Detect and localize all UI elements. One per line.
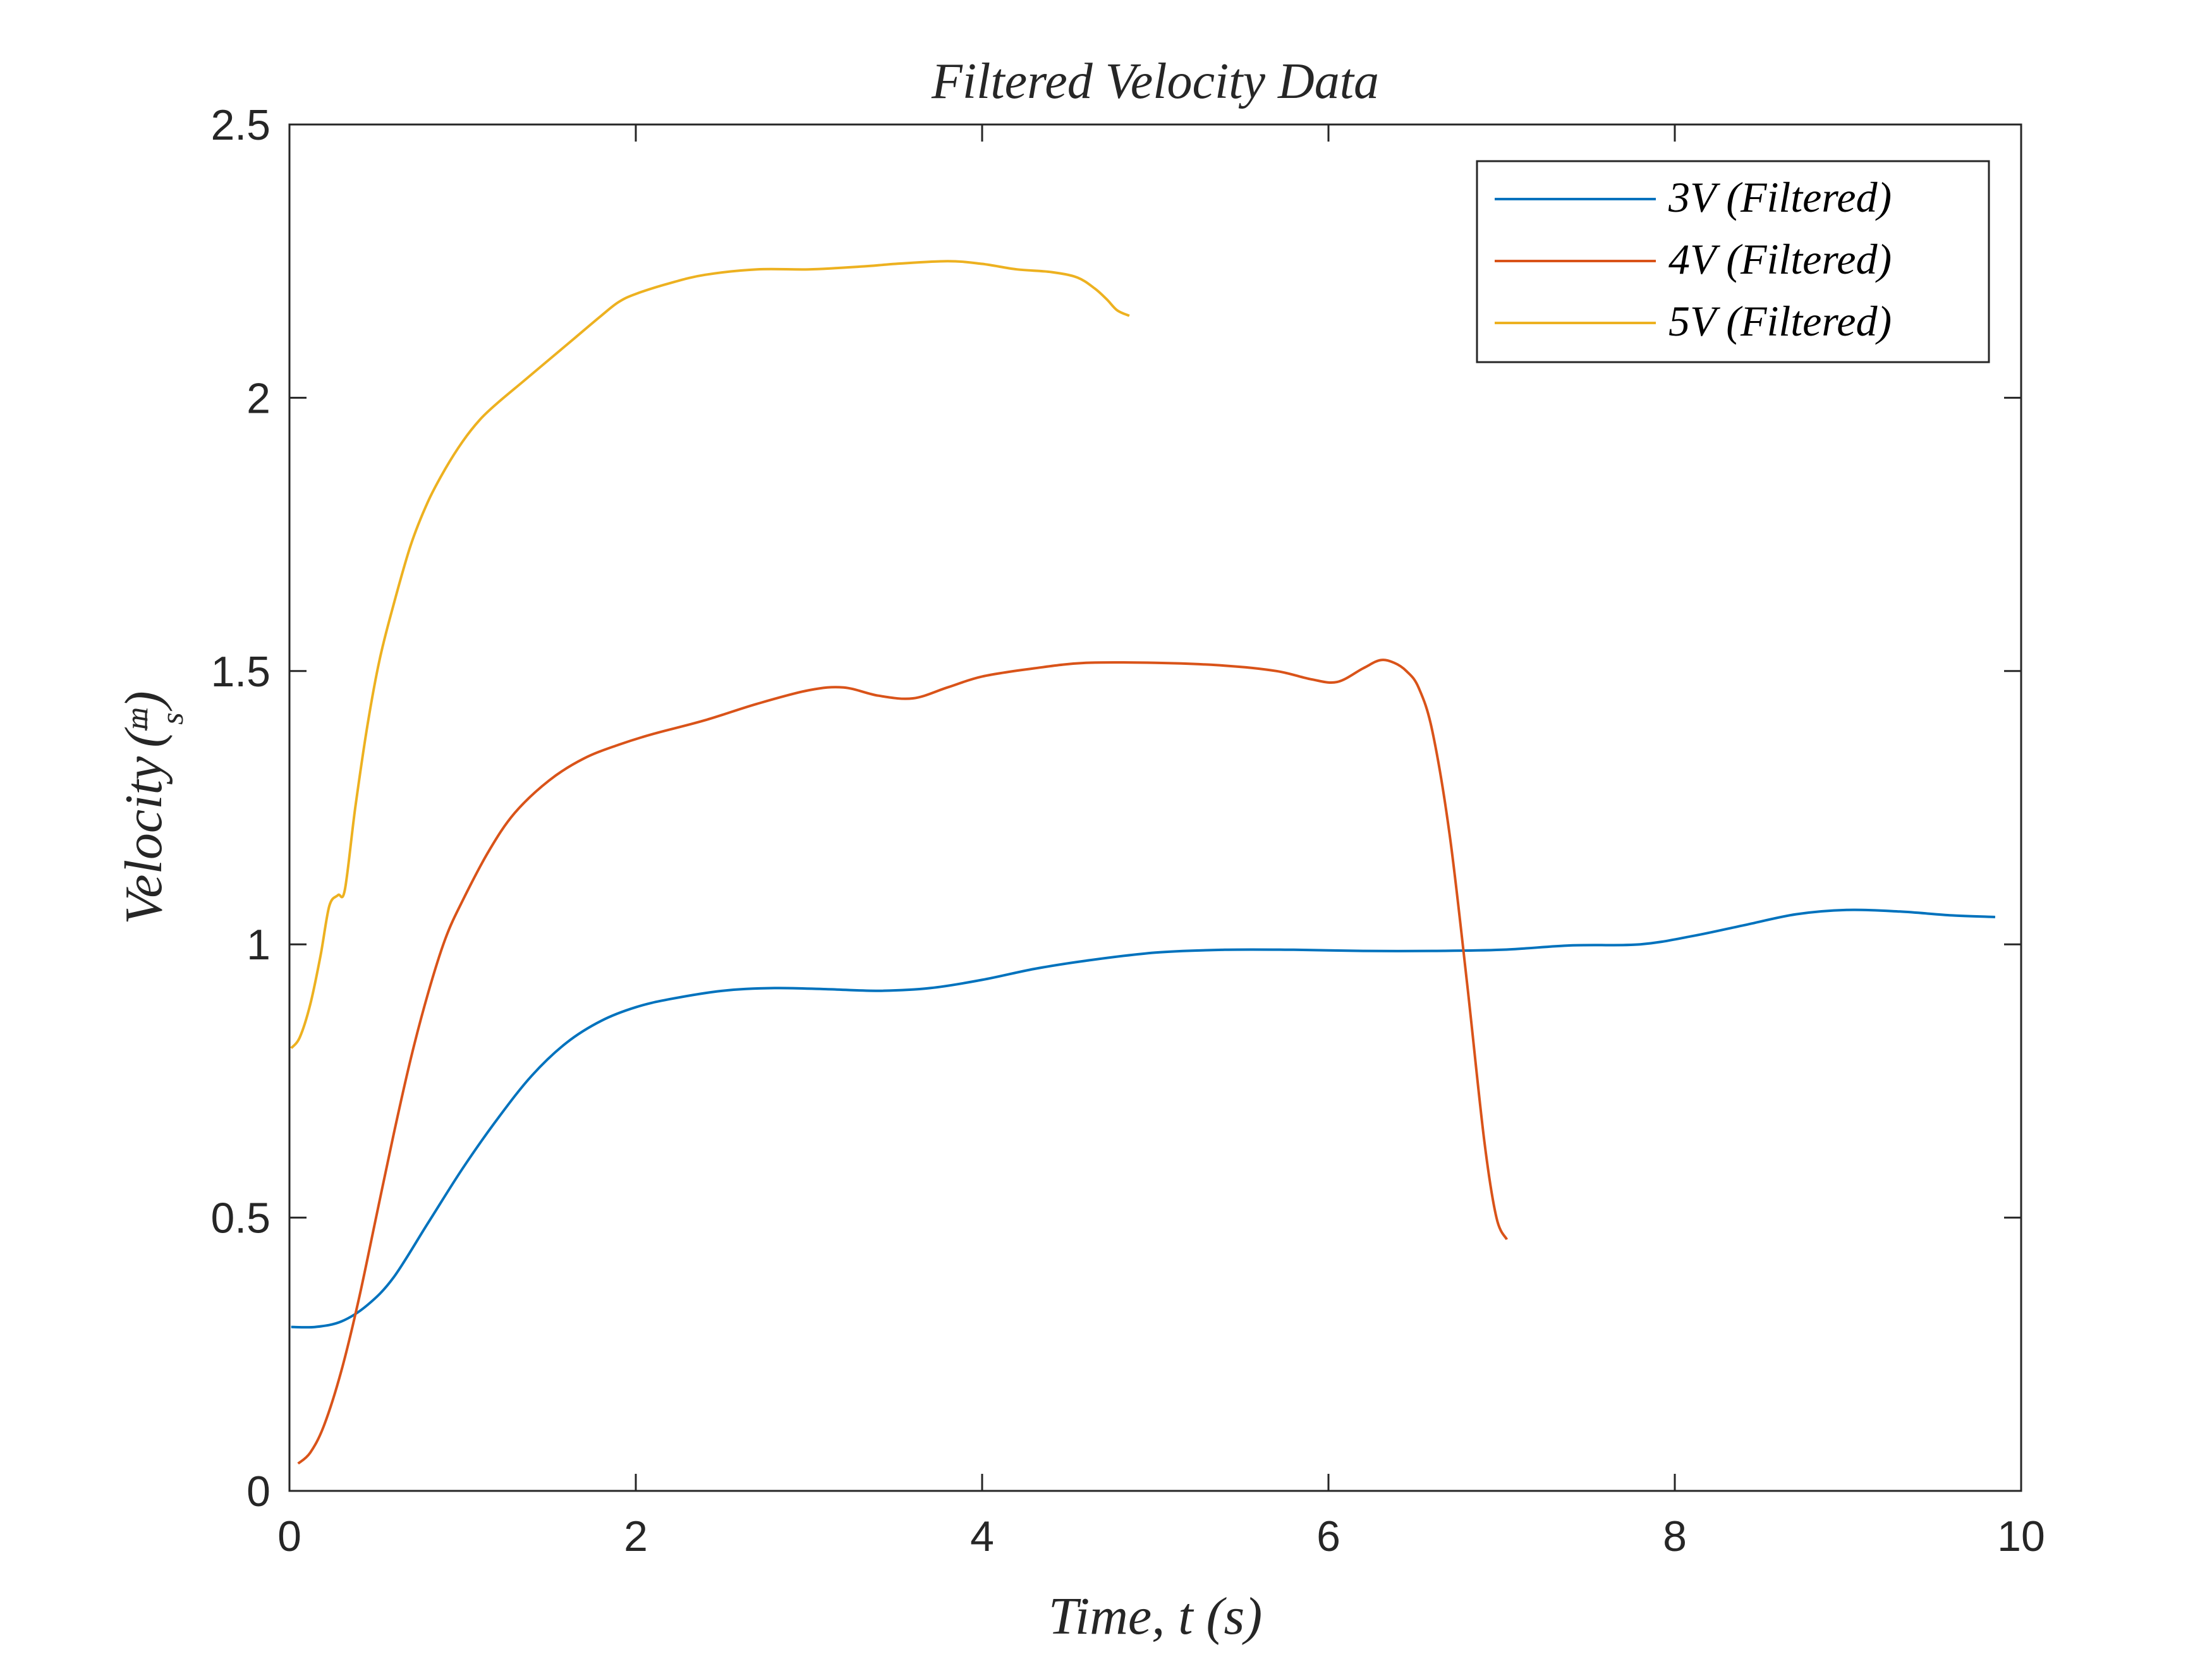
x-tick-label: 8: [1663, 1512, 1687, 1560]
y-tick-label: 2.5: [210, 101, 270, 149]
x-tick-label: 6: [1316, 1512, 1340, 1560]
x-tick-label: 10: [1997, 1512, 2045, 1560]
svg-text:Velocity(ms): Velocity (ms): [114, 691, 190, 924]
y-tick-label: 0: [246, 1468, 270, 1516]
y-axis-unit-numerator: m: [119, 707, 154, 730]
series-layer: [290, 260, 1995, 1465]
y-tick-label: 1: [246, 921, 270, 969]
y-tick-label: 2: [246, 374, 270, 422]
y-axis-unit-close-paren: ): [114, 691, 173, 711]
legend: 3V (Filtered) 4V (Filtered) 5V (Filtered…: [1476, 160, 1990, 363]
axes-box: [288, 123, 2022, 1492]
series-line-0: [291, 908, 1995, 1329]
y-axis-unit-denominator: s: [154, 712, 190, 724]
x-tick-label: 2: [624, 1512, 648, 1560]
series-line-1: [297, 659, 1509, 1465]
x-tick-label: 4: [970, 1512, 994, 1560]
legend-label-3v: 3V (Filtered): [1668, 173, 1892, 221]
y-axis-label: Velocity: [114, 756, 173, 925]
x-axis-label: Time, t (s): [1048, 1587, 1262, 1646]
chart-title: Filtered Velocity Data: [931, 54, 1379, 109]
legend-label-4v: 4V (Filtered): [1668, 235, 1892, 283]
x-tick-label: 0: [277, 1512, 301, 1560]
y-tick-label: 0.5: [210, 1194, 270, 1243]
y-axis-label-group: Velocity (ms): [114, 691, 190, 924]
y-tick-label: 1.5: [210, 648, 270, 696]
series-line-2: [290, 260, 1130, 1049]
y-axis-unit-open-paren: (: [114, 727, 173, 748]
legend-label-5v: 5V (Filtered): [1668, 297, 1892, 345]
axes-ticks: 0 2 4 6 8 10 0 0.5 1 1.5 2 2.5: [210, 101, 2045, 1560]
